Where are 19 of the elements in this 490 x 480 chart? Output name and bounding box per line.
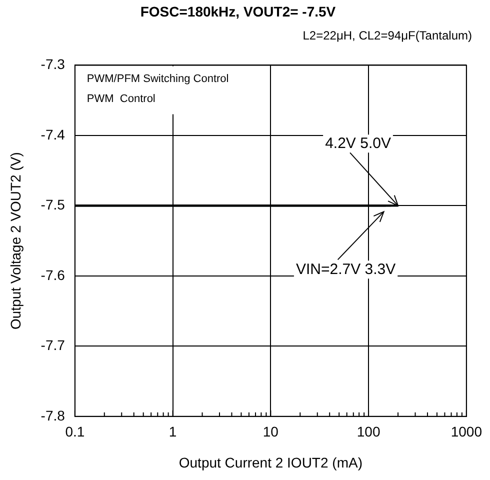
x-tick-label: 1000 [450, 424, 482, 440]
x-tick-label: 1 [168, 424, 177, 440]
y-tick-label: -7.8 [40, 407, 66, 424]
annotation: VIN=2.7V 3.3V [296, 260, 396, 278]
x-tick-label: 10 [262, 424, 279, 440]
x-tick-label: 0.1 [65, 424, 85, 440]
chart-subtitle: L2=22μH, CL2=94μF(Tantalum) [302, 28, 472, 42]
x-tick-label: 100 [356, 424, 380, 440]
y-tick-label: -7.4 [40, 126, 66, 142]
y-tick-label: -7.3 [40, 56, 66, 72]
y-tick-label: -7.7 [40, 337, 66, 354]
y-tick-label: -7.6 [40, 266, 66, 283]
chart-title: FOSC=180kHz, VOUT2= -7.5V [140, 3, 336, 20]
annotation: PWM Control [86, 93, 156, 106]
x-axis-title: Output Current 2 IOUT2 (mA) [178, 454, 362, 470]
annotation: 4.2V 5.0V [325, 134, 391, 152]
y-tick-label: -7.5 [40, 196, 66, 213]
annotation: PWM/PFM Switching Control [86, 73, 229, 86]
y-axis-title: Output Voltage 2 VOUT2 (V) [7, 152, 24, 330]
